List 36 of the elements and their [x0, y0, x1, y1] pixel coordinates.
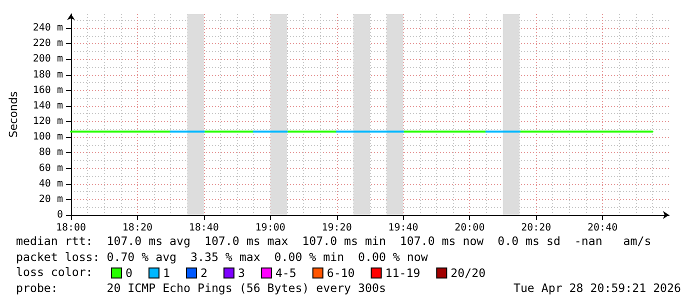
legend-label: 4-5	[275, 266, 296, 280]
x-tick-label: 19:40	[388, 222, 418, 234]
y-tick-label: 180 m	[32, 69, 63, 80]
y-tick-label: 0	[56, 210, 63, 220]
legend-label: 3	[238, 266, 245, 280]
y-tick-label: 160 m	[32, 84, 63, 96]
text: packet loss: 0.70 % avg 3.35 % max 0.00 % min 0.00 % now	[16, 250, 428, 264]
text: Tue Apr 28 20:59:21 2026	[513, 281, 681, 295]
x-tick-label: 18:40	[188, 222, 219, 234]
y-tick-label: 120 m	[32, 116, 63, 128]
y-tick-label: 100 m	[32, 132, 63, 143]
legend-label: 0	[126, 266, 132, 280]
y-axis-title: Seconds	[7, 91, 20, 138]
text: median rtt: 107.0 ms avg 107.0 ms max 107.0 ms min 107.0 ms now 0.0 ms sd -nan am/s	[16, 234, 652, 248]
legend-label: 20/20	[450, 266, 486, 280]
legend-label: 2	[200, 266, 208, 280]
x-tick-label: 18:00	[56, 222, 86, 234]
y-tick-label: 140 m	[32, 100, 63, 112]
x-tick-label: 20:00	[454, 222, 485, 234]
y-tick-label: 200 m	[32, 54, 63, 65]
legend-title: loss color:	[16, 265, 93, 279]
x-tick-label: 18:20	[122, 222, 152, 234]
y-tick-label: 20 m	[38, 194, 63, 205]
x-tick-label: 19:20	[322, 222, 352, 234]
legend-label: 1	[162, 266, 170, 280]
text: probe: 20 ICMP Echo Pings (56 Bytes) every 300s	[16, 281, 386, 295]
legend-label: 11-19	[385, 266, 420, 280]
x-tick-label: 20:20	[521, 222, 552, 234]
x-tick-label: 20:40	[588, 222, 618, 234]
y-tick-label: 80 m	[38, 147, 63, 158]
x-tick-label: 19:00	[255, 222, 286, 234]
y-tick-label: 60 m	[38, 162, 63, 174]
y-tick-label: 220 m	[32, 38, 63, 50]
y-tick-label: 40 m	[38, 178, 63, 190]
y-tick-label: 240 m	[32, 22, 63, 34]
legend-label: 6-10	[326, 266, 355, 280]
